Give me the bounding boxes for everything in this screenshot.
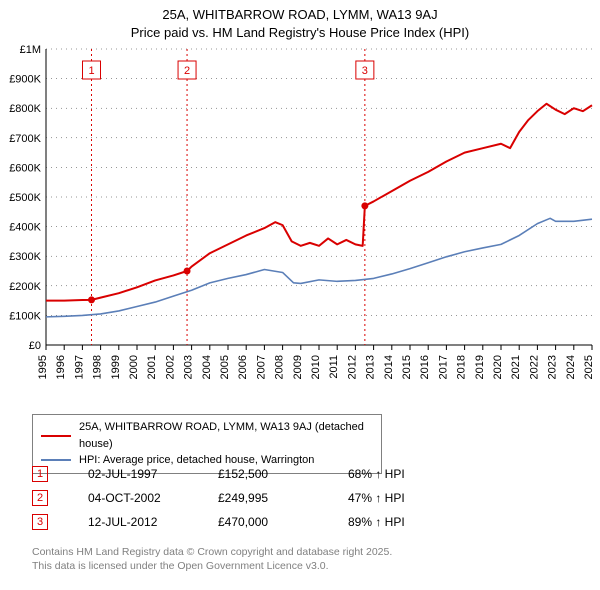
svg-text:£300K: £300K — [9, 251, 41, 263]
marker-price: £470,000 — [218, 515, 348, 529]
svg-text:2009: 2009 — [292, 355, 304, 379]
svg-text:2025: 2025 — [583, 355, 595, 379]
svg-text:2: 2 — [184, 65, 190, 77]
svg-text:1996: 1996 — [55, 355, 67, 379]
svg-text:2020: 2020 — [492, 355, 504, 379]
svg-text:2019: 2019 — [474, 355, 486, 379]
chart-title: 25A, WHITBARROW ROAD, LYMM, WA13 9AJ Pri… — [0, 0, 600, 41]
svg-text:2024: 2024 — [565, 355, 577, 379]
svg-text:1: 1 — [88, 65, 94, 77]
title-line1: 25A, WHITBARROW ROAD, LYMM, WA13 9AJ — [0, 6, 600, 24]
footer-line1: Contains HM Land Registry data © Crown c… — [32, 545, 572, 559]
svg-text:£700K: £700K — [9, 133, 41, 145]
marker-date: 12-JUL-2012 — [88, 515, 218, 529]
marker-row: 3 12-JUL-2012 £470,000 89% ↑ HPI — [32, 510, 572, 534]
marker-price: £152,500 — [218, 467, 348, 481]
svg-text:£500K: £500K — [9, 192, 41, 204]
svg-text:1995: 1995 — [37, 355, 49, 379]
legend-item-property: 25A, WHITBARROW ROAD, LYMM, WA13 9AJ (de… — [41, 419, 373, 452]
svg-text:£800K: £800K — [9, 103, 41, 115]
svg-text:2013: 2013 — [365, 355, 377, 379]
marker-date: 02-JUL-1997 — [88, 467, 218, 481]
svg-text:2023: 2023 — [547, 355, 559, 379]
svg-text:2017: 2017 — [437, 355, 449, 379]
sale-markers-table: 1 02-JUL-1997 £152,500 68% ↑ HPI 2 04-OC… — [32, 462, 572, 534]
svg-text:£200K: £200K — [9, 281, 41, 293]
svg-text:2000: 2000 — [128, 355, 140, 379]
attribution-footer: Contains HM Land Registry data © Crown c… — [32, 545, 572, 573]
legend-label: 25A, WHITBARROW ROAD, LYMM, WA13 9AJ (de… — [79, 419, 373, 452]
svg-text:2003: 2003 — [183, 355, 195, 379]
svg-text:2016: 2016 — [419, 355, 431, 379]
svg-text:2002: 2002 — [164, 355, 176, 379]
svg-text:2021: 2021 — [510, 355, 522, 379]
title-line2: Price paid vs. HM Land Registry's House … — [0, 24, 600, 42]
svg-text:£400K: £400K — [9, 222, 41, 234]
marker-pct: 68% ↑ HPI — [348, 467, 405, 481]
legend-swatch — [41, 459, 71, 461]
marker-row: 2 04-OCT-2002 £249,995 47% ↑ HPI — [32, 486, 572, 510]
svg-text:2010: 2010 — [310, 355, 322, 379]
svg-text:2015: 2015 — [401, 355, 413, 379]
marker-row: 1 02-JUL-1997 £152,500 68% ↑ HPI — [32, 462, 572, 486]
marker-price: £249,995 — [218, 491, 348, 505]
svg-text:3: 3 — [362, 65, 368, 77]
marker-date: 04-OCT-2002 — [88, 491, 218, 505]
marker-pct: 47% ↑ HPI — [348, 491, 405, 505]
svg-text:2004: 2004 — [201, 355, 213, 379]
marker-badge: 1 — [32, 466, 48, 482]
svg-text:2018: 2018 — [456, 355, 468, 379]
svg-text:1997: 1997 — [73, 355, 85, 379]
marker-badge: 3 — [32, 514, 48, 530]
svg-text:2012: 2012 — [346, 355, 358, 379]
chart-area: £0 £100K £200K £300K £400K £500K £600K £700K £80… — [0, 45, 600, 405]
legend-swatch — [41, 435, 71, 437]
svg-text:2022: 2022 — [528, 355, 540, 379]
footer-line2: This data is licensed under the Open Gov… — [32, 559, 572, 573]
line-chart: £0 £100K £200K £300K £400K £500K £600K £700K £80… — [0, 45, 600, 405]
svg-text:£600K: £600K — [9, 162, 41, 174]
svg-text:2006: 2006 — [237, 355, 249, 379]
svg-text:£1M: £1M — [20, 45, 41, 56]
svg-text:2005: 2005 — [219, 355, 231, 379]
svg-text:1999: 1999 — [110, 355, 122, 379]
svg-text:1998: 1998 — [92, 355, 104, 379]
svg-text:2001: 2001 — [146, 355, 158, 379]
svg-text:2008: 2008 — [274, 355, 286, 379]
svg-text:2014: 2014 — [383, 355, 395, 379]
svg-text:£0: £0 — [29, 340, 41, 352]
svg-text:2011: 2011 — [328, 355, 340, 379]
marker-pct: 89% ↑ HPI — [348, 515, 405, 529]
svg-text:£100K: £100K — [9, 310, 41, 322]
svg-text:2007: 2007 — [255, 355, 267, 379]
svg-text:£900K: £900K — [9, 74, 41, 86]
marker-badge: 2 — [32, 490, 48, 506]
